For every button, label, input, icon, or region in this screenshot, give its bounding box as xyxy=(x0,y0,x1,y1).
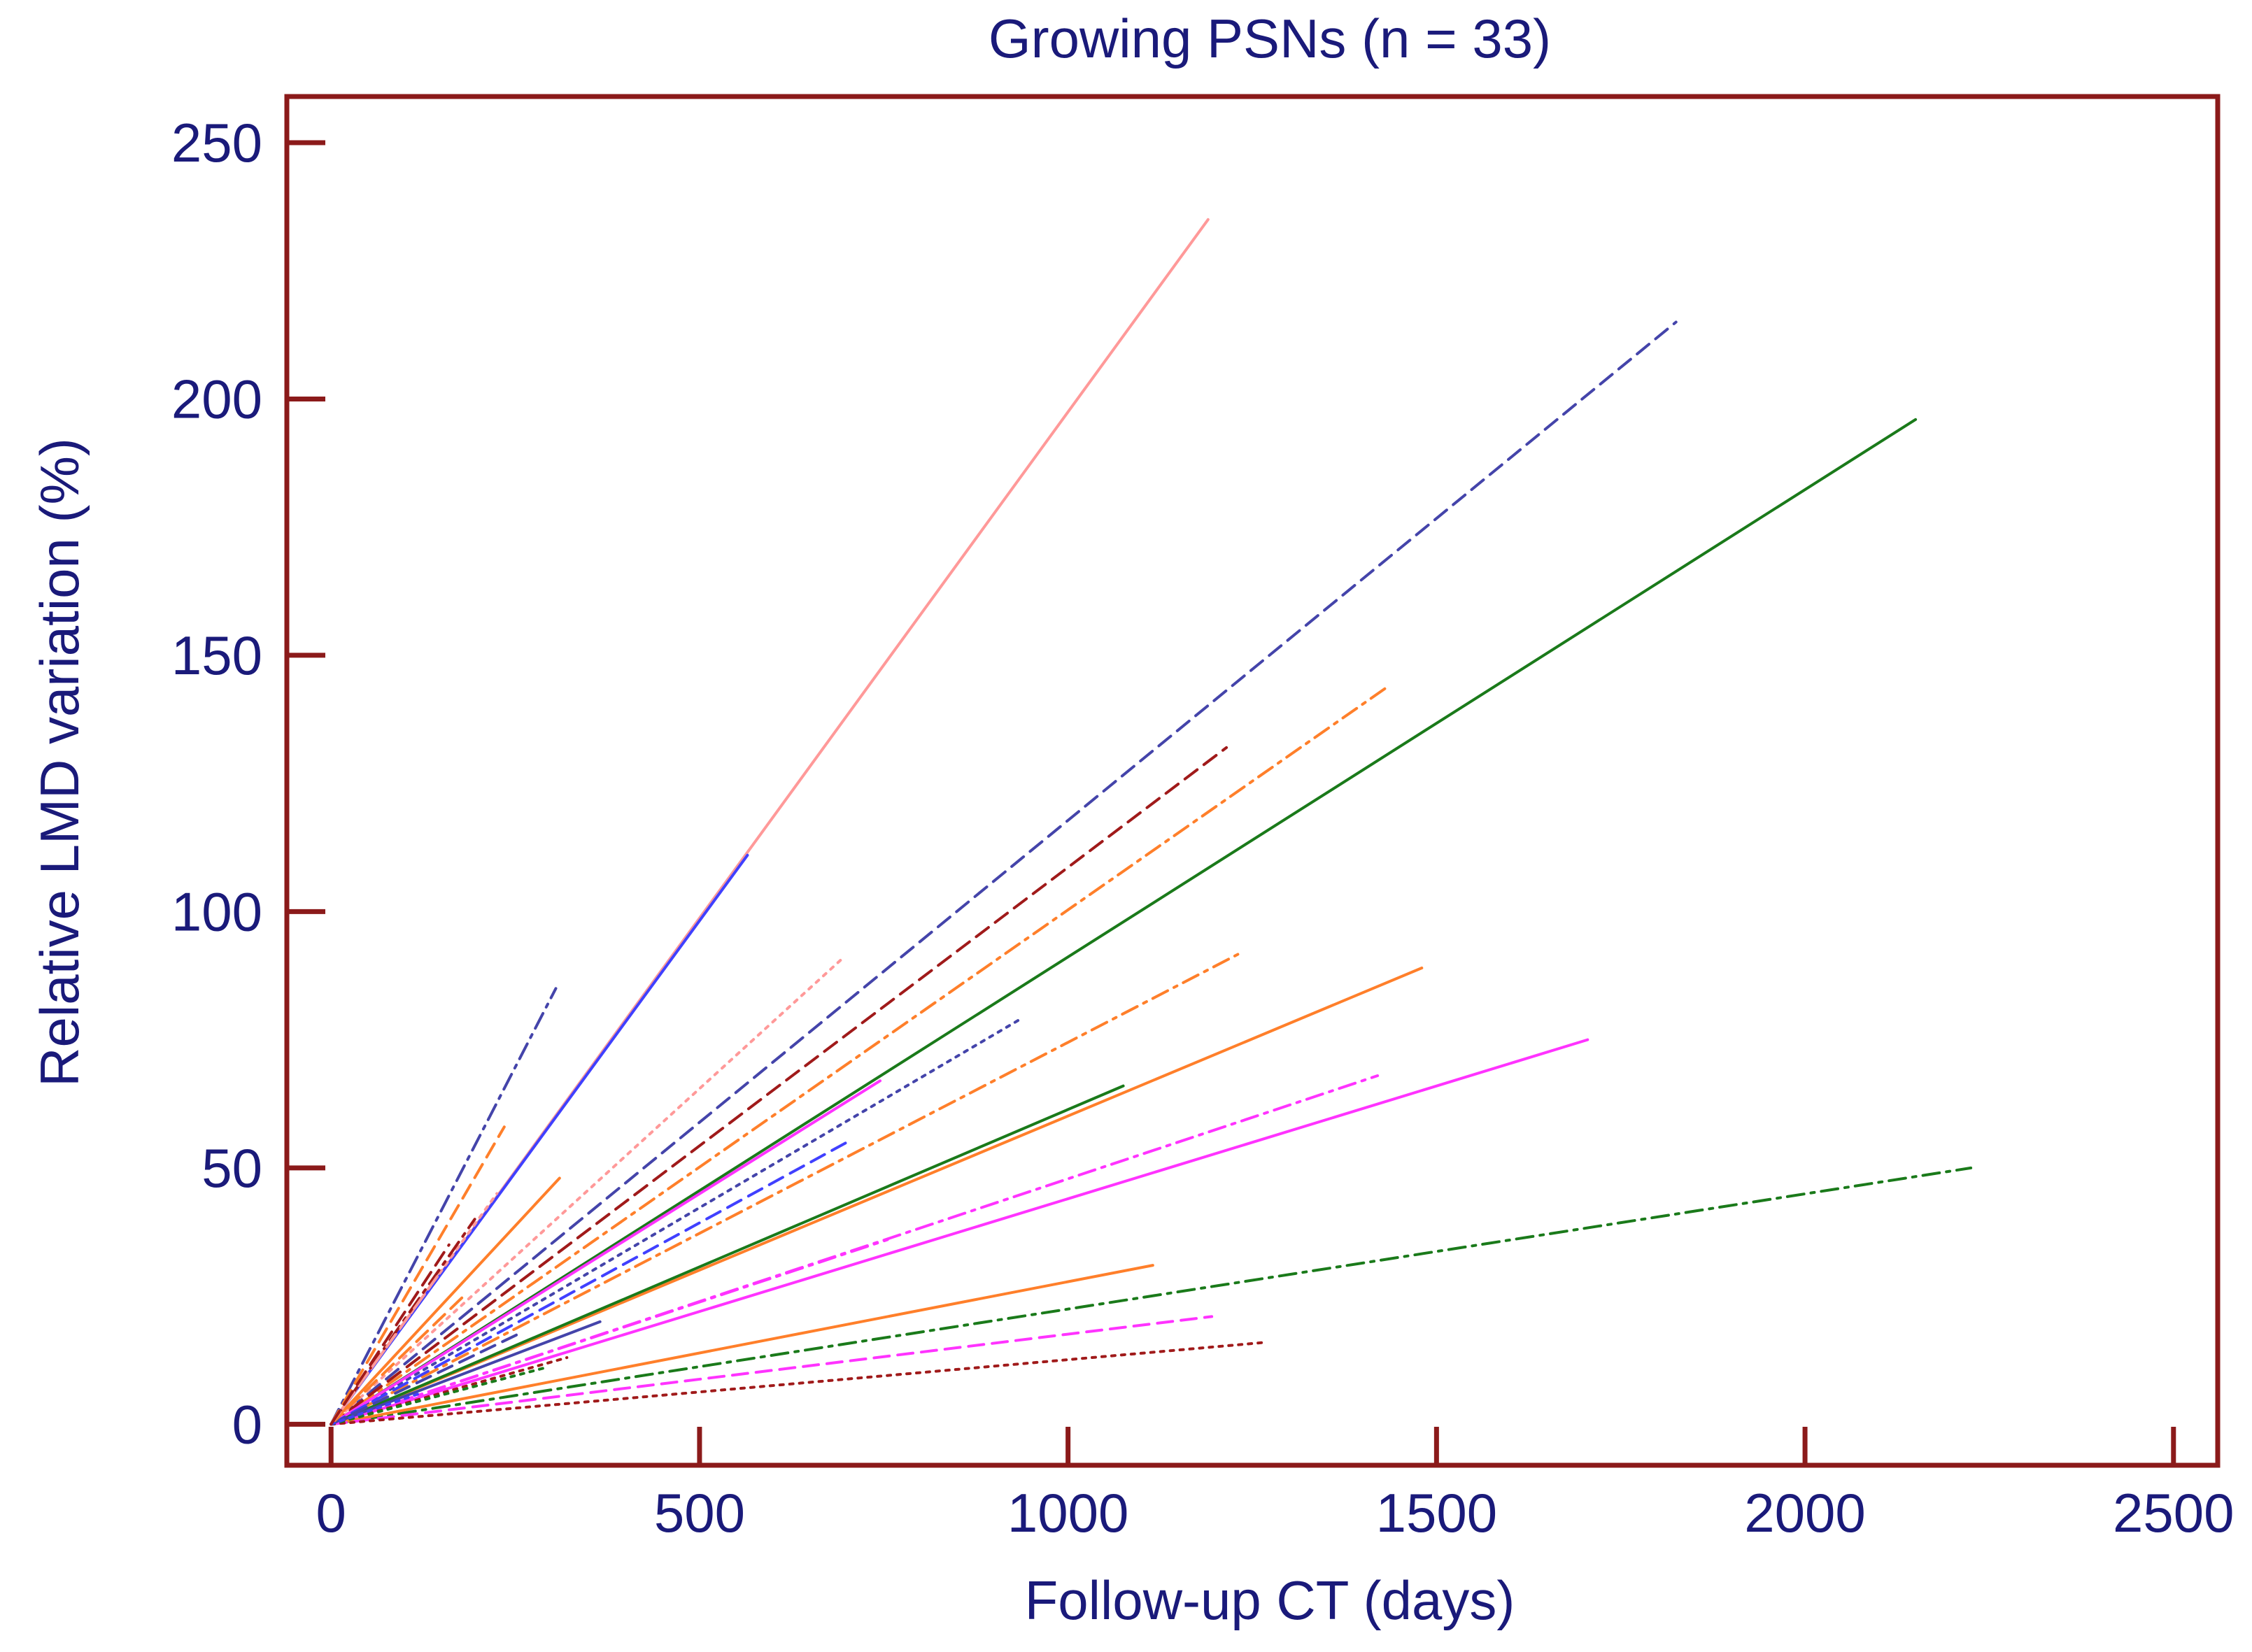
series-line-14 xyxy=(330,1079,881,1426)
series-line-25 xyxy=(330,1315,1214,1426)
series-line-10 xyxy=(330,987,558,1426)
series-line-32 xyxy=(330,1392,421,1426)
series-line-28 xyxy=(330,1330,525,1426)
chart-title: Growing PSNs (n = 33) xyxy=(989,8,1551,69)
series-line-20 xyxy=(330,1192,499,1426)
x-tick-label: 2500 xyxy=(2113,1482,2235,1544)
series-line-22 xyxy=(330,1238,889,1426)
series-line-11 xyxy=(330,1018,1022,1426)
series-line-30 xyxy=(330,1295,465,1426)
series-line-4 xyxy=(330,684,1390,1426)
x-tick-label: 1500 xyxy=(1376,1482,1498,1544)
plot-frame xyxy=(284,94,2221,1468)
series-line-17 xyxy=(330,1141,849,1426)
y-tick-label: 100 xyxy=(171,881,262,942)
x-axis-label: Follow-up CT (days) xyxy=(1025,1569,1515,1631)
series-line-16 xyxy=(330,1125,506,1426)
series-line-2 xyxy=(330,320,1678,1426)
x-tick-label: 500 xyxy=(654,1482,745,1544)
series-line-33 xyxy=(330,1243,451,1426)
series-line-26 xyxy=(330,1341,1269,1426)
series-line-3 xyxy=(330,418,1918,1426)
series-line-9 xyxy=(330,967,1424,1426)
series-line-24 xyxy=(330,1320,602,1426)
series-line-15 xyxy=(330,1084,1125,1426)
series-line-12 xyxy=(330,1038,1589,1426)
series-line-21 xyxy=(330,1218,476,1426)
series-line-29 xyxy=(330,1366,546,1426)
series-line-23 xyxy=(330,1264,1154,1426)
y-tick-label: 250 xyxy=(171,112,262,173)
series-line-5 xyxy=(330,746,1228,1426)
y-axis-label: Relative LMD variation (%) xyxy=(29,438,90,1087)
series-line-7 xyxy=(330,951,1243,1426)
series-layer xyxy=(330,218,1973,1426)
y-tick-label: 150 xyxy=(171,625,262,686)
series-line-8 xyxy=(330,956,845,1426)
series-line-18 xyxy=(330,1166,1973,1426)
x-tick-label: 2000 xyxy=(1744,1482,1866,1544)
y-tick-label: 200 xyxy=(171,368,262,429)
series-line-19 xyxy=(330,1176,561,1426)
y-tick-label: 50 xyxy=(201,1137,262,1199)
axis-layer: 0 500 1000 1500 2000 2500 0 50 100 150 200 250 xyxy=(171,112,2235,1544)
x-tick-label: 0 xyxy=(316,1482,346,1544)
y-tick-label: 0 xyxy=(232,1393,262,1455)
x-tick-label: 1000 xyxy=(1007,1482,1129,1544)
